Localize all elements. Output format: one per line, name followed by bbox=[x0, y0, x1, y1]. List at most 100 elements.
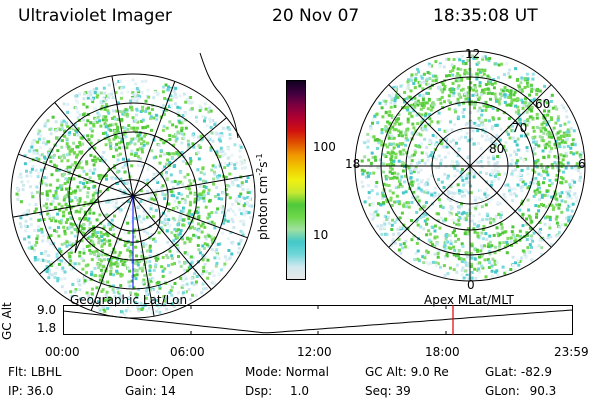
emission-pixel bbox=[155, 309, 159, 313]
emission-pixel bbox=[369, 212, 373, 216]
emission-pixel bbox=[406, 105, 410, 109]
emission-pixel bbox=[488, 260, 492, 264]
emission-pixel bbox=[131, 116, 135, 120]
emission-pixel bbox=[54, 272, 58, 275]
emission-pixel bbox=[123, 163, 127, 167]
emission-pixel bbox=[116, 303, 119, 307]
emission-pixel bbox=[105, 290, 109, 294]
emission-pixel bbox=[404, 174, 407, 178]
emission-pixel bbox=[456, 117, 460, 121]
emission-pixel bbox=[184, 118, 188, 122]
emission-pixel bbox=[106, 223, 110, 227]
emission-pixel bbox=[65, 137, 69, 141]
emission-pixel bbox=[395, 176, 399, 180]
emission-pixel bbox=[63, 261, 67, 265]
emission-pixel bbox=[525, 217, 528, 221]
emission-pixel bbox=[475, 159, 479, 162]
emission-pixel bbox=[131, 78, 135, 82]
emission-pixel bbox=[390, 167, 394, 171]
emission-pixel bbox=[535, 188, 539, 192]
emission-pixel bbox=[391, 125, 395, 129]
emission-pixel bbox=[537, 172, 541, 176]
emission-pixel bbox=[538, 227, 542, 231]
emission-pixel bbox=[148, 244, 152, 248]
emission-pixel bbox=[464, 176, 468, 180]
emission-pixel bbox=[120, 310, 124, 314]
emission-pixel bbox=[386, 175, 390, 179]
emission-pixel bbox=[422, 212, 426, 216]
emission-pixel bbox=[170, 293, 174, 297]
emission-pixel bbox=[69, 192, 73, 195]
emission-pixel bbox=[420, 76, 424, 80]
emission-pixel bbox=[573, 140, 577, 144]
emission-pixel bbox=[38, 154, 42, 158]
emission-pixel bbox=[162, 152, 166, 156]
emission-pixel bbox=[63, 229, 67, 233]
emission-pixel bbox=[464, 260, 467, 264]
emission-pixel bbox=[247, 211, 251, 215]
emission-pixel bbox=[64, 290, 68, 294]
emission-pixel bbox=[74, 163, 78, 167]
emission-pixel bbox=[470, 262, 473, 266]
emission-pixel bbox=[400, 175, 404, 179]
emission-pixel bbox=[102, 305, 106, 309]
emission-pixel bbox=[531, 168, 535, 172]
emission-pixel bbox=[190, 213, 194, 217]
emission-pixel bbox=[82, 113, 85, 117]
emission-pixel bbox=[504, 183, 508, 187]
emission-pixel bbox=[494, 95, 498, 99]
emission-pixel bbox=[548, 96, 552, 100]
emission-pixel bbox=[148, 216, 152, 219]
emission-pixel bbox=[542, 176, 546, 180]
emission-pixel bbox=[564, 138, 568, 142]
emission-pixel bbox=[168, 249, 172, 253]
emission-pixel bbox=[58, 136, 62, 139]
emission-pixel bbox=[203, 235, 207, 239]
emission-pixel bbox=[508, 103, 512, 107]
emission-pixel bbox=[90, 250, 94, 254]
emission-pixel bbox=[155, 258, 158, 262]
emission-pixel bbox=[139, 142, 143, 146]
emission-pixel bbox=[190, 276, 194, 280]
emission-pixel bbox=[87, 94, 91, 97]
emission-pixel bbox=[480, 156, 484, 160]
emission-pixel bbox=[445, 254, 449, 258]
emission-pixel bbox=[522, 158, 526, 162]
emission-pixel bbox=[437, 193, 441, 197]
emission-pixel bbox=[414, 129, 418, 133]
emission-pixel bbox=[185, 282, 189, 286]
emission-pixel bbox=[63, 277, 67, 280]
emission-pixel bbox=[473, 198, 477, 202]
emission-pixel bbox=[161, 190, 164, 194]
glon-field: GLon: 90.3 bbox=[485, 384, 557, 398]
emission-pixel bbox=[509, 89, 513, 93]
emission-pixel bbox=[125, 112, 129, 116]
emission-pixel bbox=[434, 263, 438, 267]
emission-pixel bbox=[434, 166, 438, 170]
emission-pixel bbox=[89, 93, 93, 97]
emission-pixel bbox=[213, 165, 217, 169]
emission-pixel bbox=[413, 86, 417, 90]
emission-pixel bbox=[560, 103, 564, 107]
emission-pixel bbox=[535, 125, 539, 129]
emission-pixel bbox=[211, 139, 215, 143]
emission-pixel bbox=[148, 265, 152, 269]
emission-pixel bbox=[420, 120, 424, 124]
geographic-grid bbox=[10, 73, 256, 319]
emission-pixel bbox=[72, 177, 76, 181]
emission-pixel bbox=[69, 268, 73, 271]
emission-pixel bbox=[438, 226, 442, 230]
emission-pixel bbox=[417, 70, 421, 74]
emission-pixel bbox=[17, 175, 21, 179]
emission-pixel bbox=[367, 191, 371, 195]
emission-pixel bbox=[152, 296, 156, 300]
emission-pixel bbox=[446, 174, 450, 178]
emission-pixel bbox=[513, 90, 517, 94]
emission-pixel bbox=[402, 202, 406, 206]
emission-pixel bbox=[191, 142, 195, 146]
emission-pixel bbox=[581, 151, 584, 155]
emission-pixel bbox=[490, 180, 494, 184]
emission-pixel bbox=[121, 126, 125, 130]
grid-radial bbox=[90, 195, 134, 311]
emission-pixel bbox=[466, 94, 470, 98]
